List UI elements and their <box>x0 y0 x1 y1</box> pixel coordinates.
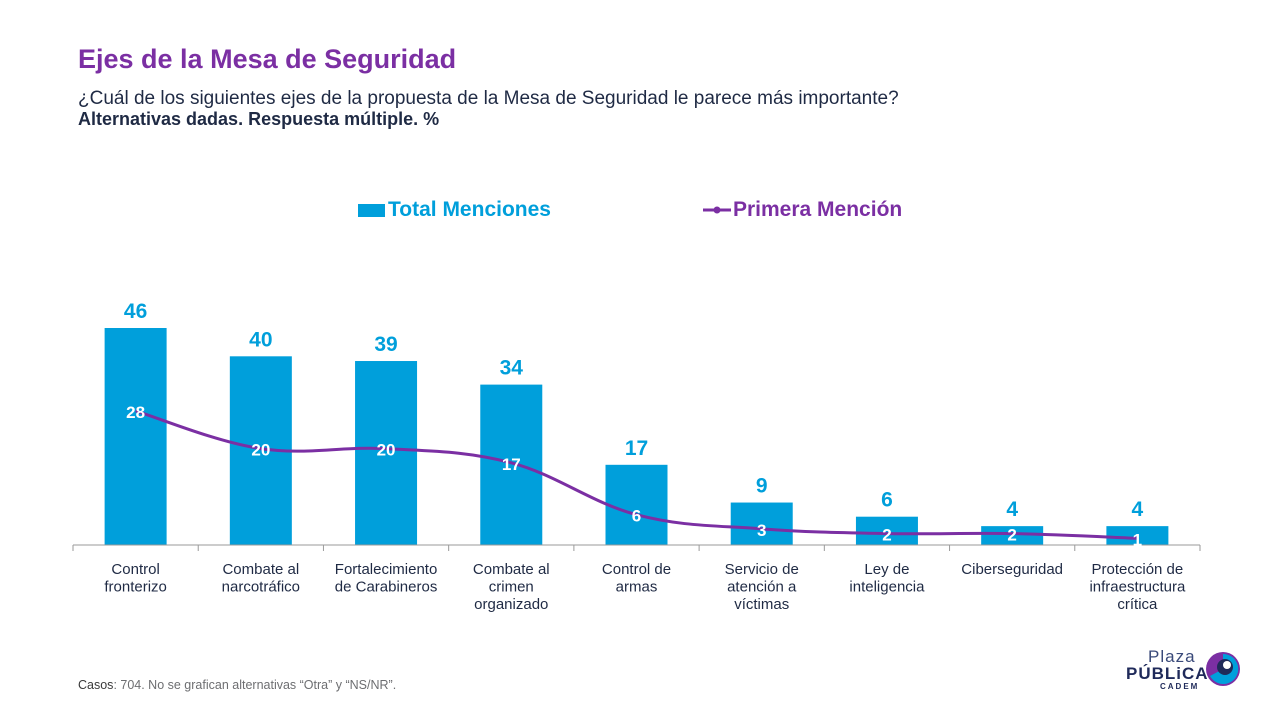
footnote-label: Casos <box>78 678 114 692</box>
category-label: Combate al crimen organizado <box>473 561 550 613</box>
line-series-primera <box>135 409 1138 540</box>
line-value-label: 28 <box>126 403 145 422</box>
bar <box>981 526 1044 545</box>
logo-text-cadem: CADEM <box>1160 682 1200 691</box>
bar <box>730 502 793 545</box>
category-label-line: de Carabineros <box>335 579 438 596</box>
legend-label-primera: Primera Mención <box>733 198 903 221</box>
bar <box>1106 526 1169 545</box>
bar <box>855 516 918 545</box>
category-label-line: Control de <box>602 561 671 578</box>
bar <box>104 328 167 545</box>
line-value-label: 20 <box>377 441 396 460</box>
category-label-line: Fortalecimiento <box>335 561 438 578</box>
category-label-line: atención a <box>727 579 797 596</box>
bar-value-label: 39 <box>374 333 397 356</box>
bar-value-label: 34 <box>500 357 524 380</box>
chart-title: Ejes de la Mesa de Seguridad <box>78 44 457 74</box>
category-label-line: Servicio de <box>725 561 799 578</box>
legend-item-total: Total Menciones <box>358 198 551 222</box>
category-label-line: Ciberseguridad <box>961 561 1063 578</box>
bar-value-label: 6 <box>881 489 893 512</box>
category-label-line: víctimas <box>734 596 789 613</box>
logo-text-publica: PÚBLiCA <box>1126 664 1209 683</box>
category-label-line: Protección de <box>1092 561 1184 578</box>
footnote: Casos: 704. No se grafican alternativas … <box>78 678 396 692</box>
category-label: Combate al narcotráfico <box>222 561 300 596</box>
bar-value-label: 4 <box>1006 498 1018 521</box>
legend-line-swatch <box>703 206 731 214</box>
line-value-label: 6 <box>632 507 641 526</box>
plaza-publica-logo: Plaza PÚBLiCA CADEM <box>1126 647 1246 692</box>
category-label-line: Combate al <box>222 561 299 578</box>
bar <box>480 384 543 545</box>
footnote-text: : 704. No se grafican alternativas “Otra… <box>113 678 397 692</box>
category-label-line: crimen <box>489 579 534 596</box>
category-label: Protección de infraestructura crítica <box>1089 561 1186 613</box>
category-label-line: fronterizo <box>104 579 167 596</box>
category-label: Control de armas <box>602 561 671 596</box>
logo-mark-icon <box>1206 652 1240 686</box>
category-label-line: infraestructura <box>1089 579 1186 596</box>
category-label-line: crítica <box>1117 596 1158 613</box>
category-label-line: armas <box>616 579 658 596</box>
line-value-label: 17 <box>502 455 521 474</box>
logo-text-plaza: Plaza <box>1148 647 1196 666</box>
category-label-line: inteligencia <box>849 579 925 596</box>
category-label: Ciberseguridad <box>961 561 1063 578</box>
bar <box>355 361 418 545</box>
category-label: Fortalecimiento de Carabineros <box>335 561 438 596</box>
category-label-line: organizado <box>474 596 548 613</box>
category-label-line: narcotráfico <box>222 579 300 596</box>
bar-value-label: 9 <box>756 475 768 498</box>
legend-label-total: Total Menciones <box>388 198 551 221</box>
category-label: Control fronterizo <box>104 561 167 596</box>
bar-value-label: 4 <box>1132 498 1144 521</box>
category-label-line: Control <box>111 561 159 578</box>
bar-value-label: 46 <box>124 300 147 323</box>
category-label-line: Combate al <box>473 561 550 578</box>
category-label: Servicio de atención a víctimas <box>725 561 799 613</box>
line-value-label: 20 <box>251 441 270 460</box>
legend-item-primera: Primera Mención <box>703 198 902 222</box>
bar-value-label: 17 <box>625 437 648 460</box>
line-value-label: 1 <box>1133 530 1142 549</box>
chart-note: Alternativas dadas. Respuesta múltiple. … <box>78 109 440 129</box>
bar-value-label: 40 <box>249 328 272 351</box>
category-label-line: Ley de <box>864 561 909 578</box>
line-value-label: 2 <box>1007 526 1016 545</box>
line-value-label: 2 <box>882 526 891 545</box>
chart-subtitle: ¿Cuál de los siguientes ejes de la propu… <box>78 88 899 109</box>
category-label: Ley de inteligencia <box>849 561 925 596</box>
line-value-label: 3 <box>757 521 766 540</box>
bar <box>605 464 668 545</box>
legend-bar-swatch <box>358 203 385 217</box>
